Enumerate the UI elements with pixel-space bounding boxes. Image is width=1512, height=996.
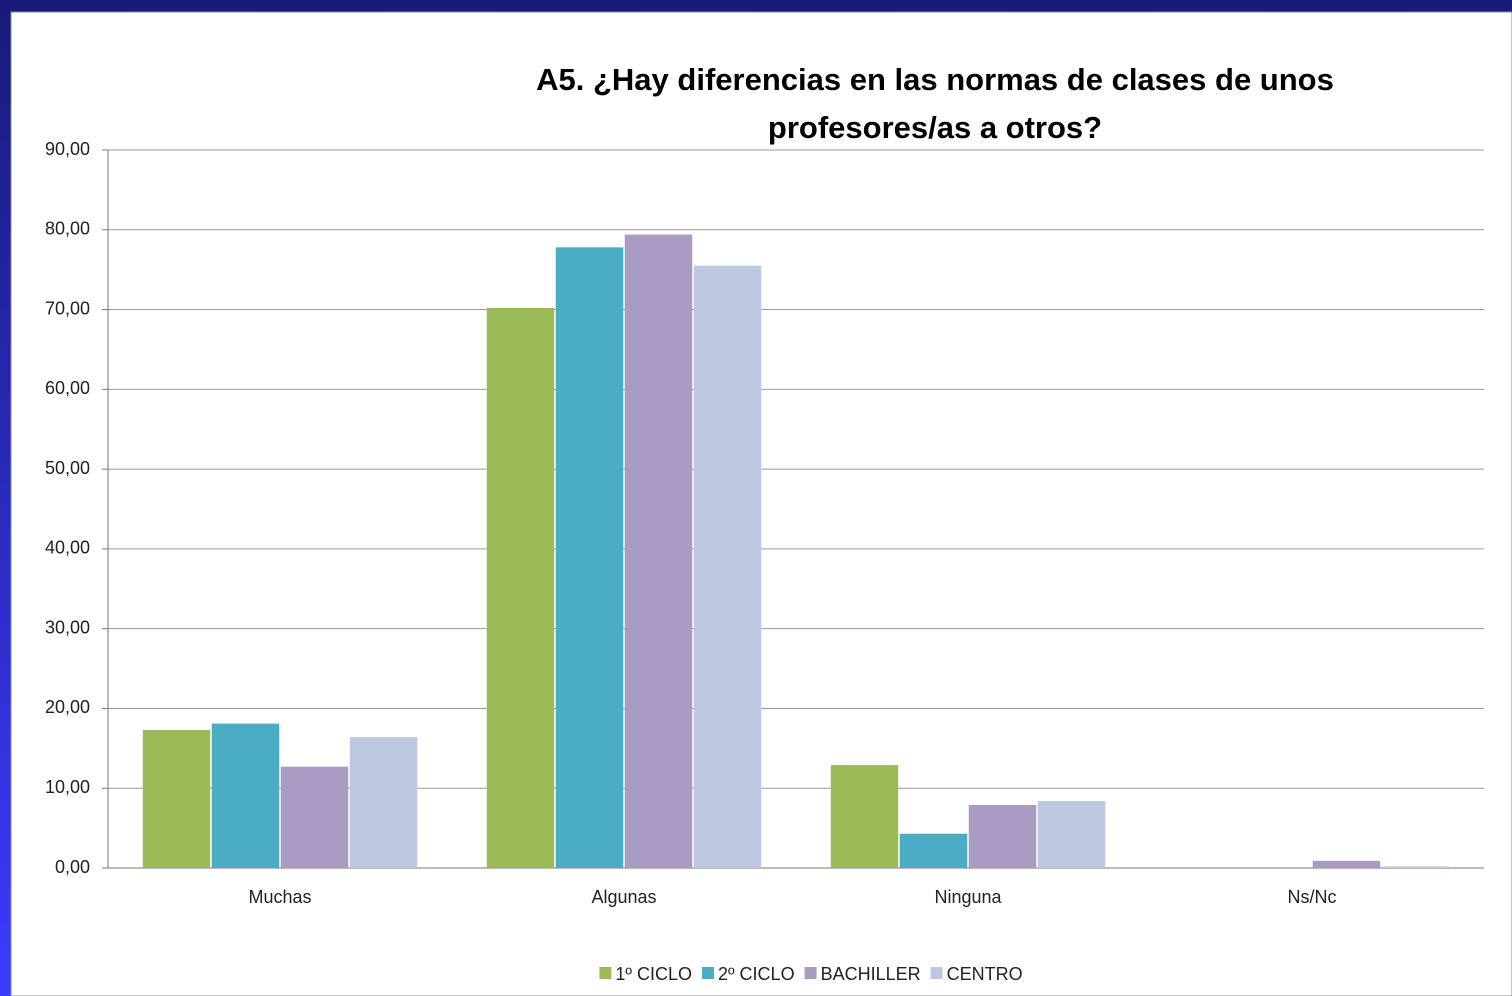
y-tick-label: 60,00 <box>45 378 90 398</box>
bar <box>968 804 1037 868</box>
bar <box>1381 866 1450 868</box>
legend-label: CENTRO <box>947 964 1023 984</box>
y-tick-label: 50,00 <box>45 458 90 478</box>
bar <box>830 765 899 868</box>
y-tick-label: 30,00 <box>45 617 90 637</box>
x-tick-label: Algunas <box>591 887 656 907</box>
legend-label: 1º CICLO <box>615 964 692 984</box>
y-tick-label: 40,00 <box>45 538 90 558</box>
bar <box>1037 800 1106 868</box>
bar <box>899 833 968 868</box>
legend-swatch <box>930 967 943 979</box>
x-tick-label: Muchas <box>248 887 311 907</box>
x-tick-label: Ns/Nc <box>1288 887 1337 907</box>
bar <box>349 737 418 868</box>
y-tick-label: 90,00 <box>45 139 90 159</box>
bar <box>555 247 624 869</box>
y-tick-label: 10,00 <box>45 777 90 797</box>
bar <box>1312 860 1381 868</box>
bar <box>211 723 280 868</box>
legend-label: 2º CICLO <box>718 964 795 984</box>
y-tick-label: 80,00 <box>45 219 90 239</box>
legend-label: BACHILLER <box>821 964 921 984</box>
bar <box>486 307 555 869</box>
y-tick-label: 0,00 <box>55 857 90 877</box>
bar <box>280 766 349 868</box>
chart-title: A5. ¿Hay diferencias en las normas de cl… <box>536 62 1334 145</box>
y-tick-label: 70,00 <box>45 298 90 318</box>
legend-swatch <box>804 967 817 979</box>
legend-swatch <box>701 967 714 979</box>
y-tick-label: 20,00 <box>45 697 90 717</box>
x-tick-label: Ninguna <box>934 887 1002 907</box>
legend-swatch <box>599 967 612 979</box>
bar <box>624 234 693 868</box>
bar <box>693 265 762 869</box>
bar <box>142 729 211 868</box>
